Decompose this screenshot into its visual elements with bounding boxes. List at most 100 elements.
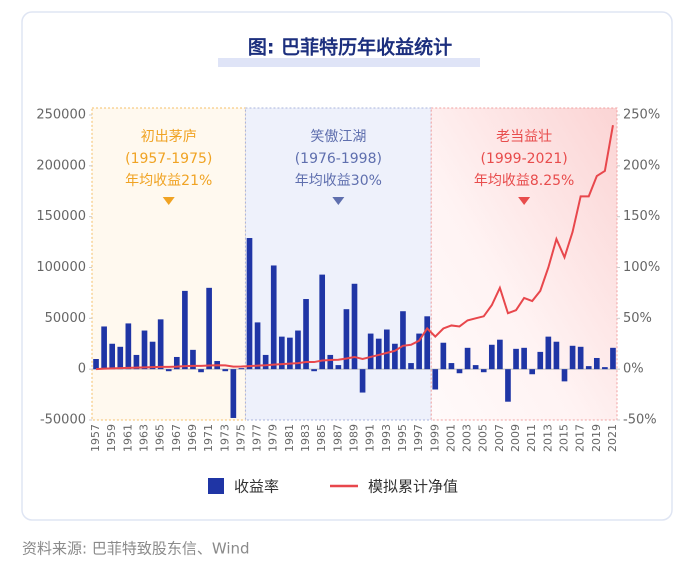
y2-tick-label: -50% [623,413,657,428]
bar [303,299,309,370]
period-note: 年均收益30% [295,173,382,189]
bar [610,347,616,370]
bar [125,323,132,370]
x-tick-label: 1977 [251,424,264,452]
bar [359,369,366,393]
x-tick-label: 1963 [138,424,151,452]
x-tick-label: 2011 [525,424,538,452]
chart-title: 图: 巴菲特历年收益统计 [248,36,452,59]
period-title: 老当益壮 [496,129,552,145]
bar [262,354,269,370]
y-tick-label: 200000 [36,158,86,173]
x-tick-label: 1975 [234,424,247,452]
x-tick-label: 1965 [154,424,167,452]
y-tick-label: 250000 [36,108,86,123]
bar [424,316,431,370]
y2-tick-label: 200% [623,158,660,173]
bar [569,345,576,370]
line [95,124,614,371]
y2-tick-label: 150% [623,209,660,224]
bar [432,369,439,390]
y2-tick-label: 100% [623,260,660,275]
period-marker [518,197,531,205]
bar [593,357,600,370]
bar [165,369,172,372]
period-years: (1999-2021) [480,151,567,167]
x-tick-label: 2019 [590,424,603,452]
x-tick-label: 1981 [283,424,296,452]
x-tick-label: 1997 [412,424,425,452]
x-tick-label: 1967 [170,424,183,452]
x-tick-label: 1987 [331,424,344,452]
bar [392,343,398,370]
bar [521,347,527,370]
x-tick-label: 1969 [186,424,199,452]
period-title: 初出茅庐 [141,128,197,145]
bar [513,348,519,370]
bar [529,369,536,375]
x-tick-label: 1971 [202,424,215,452]
x-tick-label: 1961 [121,424,134,452]
bar [553,341,560,370]
bar [173,356,180,370]
x-tick-label: 1973 [218,424,231,452]
y2-tick-label: 250% [623,108,660,123]
bar [505,369,511,402]
x-tick-label: 1993 [380,424,393,452]
bar [117,346,124,370]
bar [488,344,495,370]
period-note: 年均收益21% [125,173,212,189]
bar [351,283,358,370]
bar [480,369,487,373]
x-tick-label: 2007 [493,424,506,452]
bar [561,369,568,382]
bar [367,333,374,370]
bar [101,326,107,370]
legend-label: 收益率 [234,478,279,496]
x-tick-label: 1989 [348,424,361,452]
bar [327,354,334,370]
bar [319,274,326,370]
x-tick-label: 1959 [105,424,118,452]
period-marker [162,197,175,205]
bar [198,369,204,373]
x-tick-label: 2013 [541,424,554,452]
bar [408,363,414,370]
bar [230,369,237,418]
legend-label: 模拟累计净值 [368,478,458,496]
bar [222,369,229,372]
y-tick-label: 50000 [45,311,86,326]
x-tick-label: 2005 [477,424,490,452]
x-tick-label: 2021 [606,424,619,452]
bar [93,359,99,370]
bar [133,354,140,370]
bar [577,346,584,370]
y-tick-label: 100000 [36,260,86,275]
bar [416,333,422,370]
bar [464,347,471,370]
legend-swatch [208,478,224,494]
bar [190,349,196,370]
bar [254,322,261,370]
period-marker [332,197,345,205]
period-note: 年均收益8.25% [474,173,574,189]
x-tick-label: 1999 [428,424,441,452]
bar [270,265,277,370]
y-tick-label: -50000 [40,413,86,428]
bar [278,336,285,370]
bar [440,342,447,370]
title-highlight [218,58,480,67]
bar [383,329,390,370]
bar [545,336,552,370]
y2-tick-label: 0% [623,362,644,377]
x-tick-label: 2009 [509,424,522,452]
bar [206,287,212,370]
bar [149,341,156,370]
x-tick-label: 2015 [558,424,571,452]
bar [448,363,455,370]
x-tick-label: 2017 [574,424,587,452]
bar [141,330,148,370]
x-tick-label: 2003 [461,424,474,452]
